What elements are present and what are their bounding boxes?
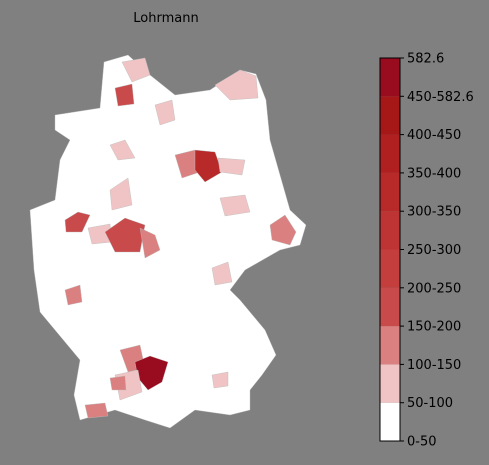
map-title: Lohrmann [133,11,198,26]
region [217,157,246,176]
colorbar-segment [380,364,400,403]
region [139,227,161,259]
colorbar-label: 582.6 [407,52,444,67]
colorbar-label: 100-150 [407,358,461,373]
colorbar: 0-50 50-100 100-150 150-200 200-250 250-300 30… [379,52,474,450]
region [194,149,223,183]
region [211,261,233,286]
colorbar-segment [380,287,400,327]
region [84,402,109,419]
colorbar-segment [380,96,400,135]
colorbar-label: 50-100 [407,396,453,411]
colorbar-segment [380,134,400,173]
region [64,211,91,233]
region [114,83,135,107]
region [211,371,229,389]
colorbar-segment [380,58,400,97]
colorbar-segment [380,402,400,441]
region [154,99,176,126]
colorbar-label: 250-300 [407,243,461,258]
region [219,194,251,217]
colorbar-segment [380,249,400,288]
colorbar-label: 300-350 [407,205,461,220]
region [269,214,297,246]
region [64,284,83,306]
colorbar-segment [380,172,400,212]
germany-map [29,54,307,429]
colorbar-segment [380,211,400,250]
colorbar-label: 400-450 [407,128,461,143]
region [121,57,151,83]
colorbar-label: 150-200 [407,320,461,335]
colorbar-label: 200-250 [407,281,461,296]
colorbar-label: 0-50 [407,435,437,450]
region [109,139,136,161]
region [109,177,133,211]
colorbar-label: 450-582.6 [407,90,474,105]
colorbar-label: 350-400 [407,166,461,181]
region [214,69,259,101]
region [109,375,127,391]
colorbar-segment [380,326,400,365]
